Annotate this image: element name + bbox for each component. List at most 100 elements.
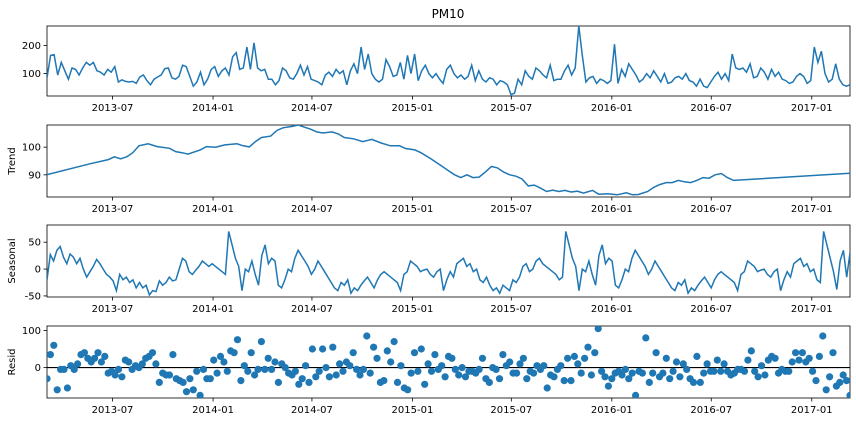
- x-tick-label: 2014-07: [291, 405, 333, 416]
- resid-point: [271, 358, 279, 366]
- resid-point: [383, 347, 391, 355]
- resid-point: [676, 373, 684, 381]
- y-tick-label: 50: [28, 238, 41, 249]
- resid-point: [461, 373, 470, 381]
- resid-point: [322, 364, 330, 372]
- resid-point: [679, 360, 687, 368]
- y-tick-label: 100: [22, 143, 41, 154]
- x-tick-label: 2015-01: [392, 204, 434, 215]
- resid-point: [274, 378, 282, 386]
- resid-point: [387, 358, 395, 366]
- resid-point: [700, 369, 708, 377]
- resid-point: [672, 358, 681, 366]
- resid-point: [329, 343, 337, 351]
- resid-point: [60, 365, 68, 373]
- x-tick-label: 2015-01: [392, 103, 434, 114]
- resid-point: [417, 345, 425, 353]
- resid-point: [332, 371, 340, 379]
- resid-point: [577, 369, 585, 377]
- panel-frame: [46, 124, 851, 198]
- resid-point: [478, 354, 487, 362]
- resid-point: [94, 349, 102, 357]
- resid-point: [97, 358, 105, 366]
- x-tick-label: 2013-07: [92, 204, 134, 215]
- resid-point: [125, 358, 133, 366]
- resid-point: [291, 367, 299, 375]
- resid-point: [570, 352, 579, 360]
- x-tick-label: 2016-01: [591, 304, 633, 315]
- x-tick-label: 2015-01: [392, 405, 434, 416]
- x-tick-label: 2016-07: [690, 405, 732, 416]
- resid-point: [669, 367, 677, 375]
- chart-title: PM10: [432, 7, 465, 21]
- resid-point: [492, 365, 500, 373]
- resid-point: [295, 380, 303, 388]
- resid-point: [397, 362, 405, 370]
- resid-point: [339, 367, 347, 375]
- x-tick-label: 2016-01: [591, 405, 633, 416]
- resid-point: [421, 380, 429, 388]
- resid-point: [798, 349, 807, 357]
- panel-observed: 100 200 2013-07 2014-01 2014-07 2015-01 2015-0…: [22, 25, 851, 114]
- resid-point: [530, 369, 538, 377]
- resid-point: [696, 378, 704, 386]
- resid-point: [812, 377, 820, 385]
- resid-point: [315, 367, 323, 375]
- resid-point: [740, 367, 749, 375]
- resid-point: [720, 360, 728, 368]
- resid-point: [319, 345, 327, 353]
- resid-point: [843, 377, 850, 385]
- resid-point: [336, 360, 344, 368]
- panel-frame: [46, 224, 851, 298]
- resid-point: [356, 371, 364, 379]
- resid-point: [761, 371, 769, 379]
- resid-point: [47, 351, 54, 359]
- resid-point: [621, 365, 630, 373]
- resid-point: [771, 354, 779, 362]
- resid-point: [438, 362, 446, 370]
- resid-point: [312, 373, 320, 381]
- resid-point: [608, 375, 616, 383]
- x-tick-label: 2017-01: [791, 304, 833, 315]
- resid-point: [513, 369, 521, 377]
- resid-point: [373, 354, 381, 362]
- resid-point: [237, 377, 245, 385]
- resid-point: [380, 377, 388, 385]
- panels: 100 200 2013-07 2014-01 2014-07 2015-01 2015-0…: [7, 25, 851, 416]
- x-tick-label: 2015-07: [490, 204, 532, 215]
- resid-point: [261, 365, 269, 373]
- x-tick-label: 2014-07: [291, 204, 333, 215]
- resid-point: [50, 341, 58, 349]
- resid-point: [604, 382, 613, 390]
- resid-point: [257, 338, 265, 346]
- resid-point: [410, 349, 419, 357]
- resid-point: [581, 354, 589, 362]
- resid-point: [414, 367, 422, 375]
- resid-point: [431, 351, 439, 359]
- resid-point: [349, 349, 357, 357]
- resid-point: [247, 349, 255, 357]
- resid-point: [186, 375, 194, 383]
- resid-point: [788, 358, 796, 366]
- resid-point: [240, 362, 248, 370]
- resid-point: [846, 391, 850, 398]
- resid-point: [785, 367, 793, 375]
- resid-point: [199, 365, 208, 373]
- resid-point: [53, 386, 61, 394]
- resid-point: [216, 352, 225, 360]
- y-axis-label-seasonal: Seasonal: [7, 238, 18, 283]
- resid-point: [370, 343, 378, 351]
- resid-point: [567, 377, 575, 385]
- resid-point: [618, 371, 626, 379]
- y-tick-label: 100: [22, 69, 41, 80]
- x-tick-label: 2017-01: [791, 405, 833, 416]
- resid-point: [506, 358, 514, 366]
- y-tick-label: 0: [35, 265, 41, 276]
- resid-point: [47, 375, 51, 383]
- resid-point: [230, 349, 238, 357]
- resid-point: [594, 326, 602, 333]
- resid-point: [839, 371, 847, 379]
- resid-point: [747, 347, 755, 355]
- resid-point: [404, 386, 412, 394]
- resid-point: [302, 362, 310, 370]
